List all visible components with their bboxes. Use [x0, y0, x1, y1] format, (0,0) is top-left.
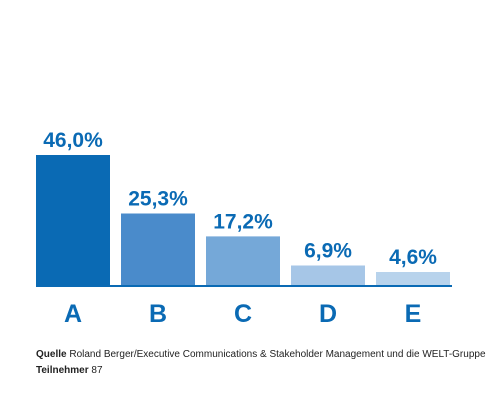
value-label-b: 25,3%	[128, 188, 188, 211]
category-label-a: A	[64, 300, 82, 328]
source-line: Quelle Roland Berger/Executive Communica…	[36, 347, 486, 363]
participants-line: Teilnehmer 87	[36, 363, 486, 379]
source-label: Quelle	[36, 349, 67, 360]
category-label-e: E	[405, 300, 422, 328]
bar-c	[206, 236, 280, 285]
labels-layer: 46,0% A 25,3% B 17,2% C 6,9% D 4,6% E	[43, 129, 437, 328]
bar-chart: 46,0% A 25,3% B 17,2% C 6,9% D 4,6% E	[36, 129, 452, 328]
source-text: Roland Berger/Executive Communications &…	[69, 349, 486, 360]
bar-d	[291, 265, 365, 285]
bars-layer	[36, 155, 450, 285]
value-label-d: 6,9%	[304, 240, 352, 263]
category-label-d: D	[319, 300, 337, 328]
category-label-b: B	[149, 300, 167, 328]
value-label-e: 4,6%	[389, 246, 437, 269]
value-label-c: 17,2%	[213, 210, 273, 233]
bar-b	[121, 213, 195, 285]
chart-footer: Quelle Roland Berger/Executive Communica…	[36, 347, 486, 379]
bar-a	[36, 155, 110, 285]
bar-e	[376, 272, 450, 285]
value-label-a: 46,0%	[43, 129, 103, 152]
participants-label: Teilnehmer	[36, 365, 89, 376]
category-label-c: C	[234, 300, 252, 328]
participants-value: 87	[91, 365, 103, 376]
